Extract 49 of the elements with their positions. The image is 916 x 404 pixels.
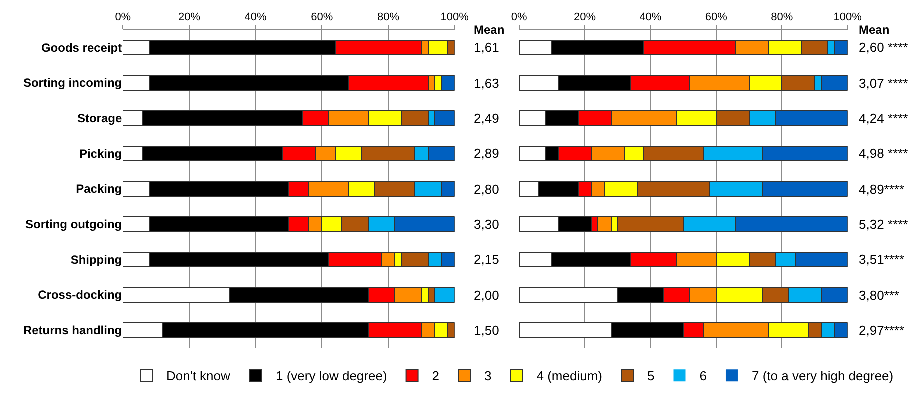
text: 3,07 ****: [859, 76, 908, 91]
x-tick-label: 60%: [311, 12, 334, 24]
text: 3,80***: [859, 288, 900, 303]
text: 1,50: [474, 323, 500, 338]
text: 2,15: [474, 252, 500, 267]
y-tick-label: Picking: [79, 146, 122, 161]
text: 2,97****: [859, 323, 905, 338]
x-tick-label: 100%: [440, 12, 470, 24]
x-tick-label: 40%: [640, 12, 662, 24]
x-tick-label: 0%: [115, 12, 132, 24]
text: 3,51****: [859, 252, 905, 267]
legend-label: 5: [648, 368, 655, 384]
text: 2,49: [474, 111, 500, 126]
text: Mean: [859, 23, 890, 37]
legend-label: 1 (very low degree): [276, 368, 388, 384]
x-tick-label: 100%: [834, 12, 862, 24]
x-tick-label: 40%: [244, 12, 268, 24]
legend-label: 2: [432, 368, 440, 384]
x-tick-label: 20%: [574, 12, 596, 24]
text: 1,61: [474, 40, 500, 55]
text: 4,98 ****: [859, 146, 908, 161]
x-tick-label: 0%: [511, 12, 528, 24]
y-tick-label: Storage: [77, 112, 122, 126]
y-tick-label: Sorting outgoing: [26, 218, 122, 232]
x-tick-label: 80%: [771, 12, 794, 24]
y-tick-label: Shipping: [70, 252, 122, 267]
text: 2,60 ****: [859, 40, 908, 55]
legend-label: 3: [484, 368, 492, 384]
text: 2,89: [474, 146, 500, 161]
text: Mean: [474, 23, 505, 37]
y-tick-label: Packing: [76, 182, 122, 196]
text: 4,24 ****: [859, 111, 908, 126]
text: 2,00: [474, 288, 500, 303]
text: 3,30: [474, 217, 500, 232]
y-tick-label: Goods receipt: [41, 40, 122, 55]
text: 5,32 ****: [859, 217, 908, 232]
legend-label: 4 (medium): [536, 368, 603, 384]
text: 4,89****: [859, 182, 905, 197]
text: 2,80: [474, 182, 500, 197]
y-tick-label: Cross-docking: [38, 288, 122, 302]
legend-label: 6: [700, 368, 707, 384]
y-tick-label: Sorting incoming: [23, 76, 122, 90]
legend-label: Don't know: [166, 368, 232, 384]
text: 1,63: [474, 76, 500, 91]
x-tick-label: 20%: [178, 12, 201, 24]
y-tick-label: Returns handling: [23, 324, 122, 338]
x-tick-label: 80%: [377, 12, 400, 24]
legend-label: 7 (to a very high degree): [752, 368, 894, 384]
x-tick-label: 60%: [705, 12, 728, 24]
